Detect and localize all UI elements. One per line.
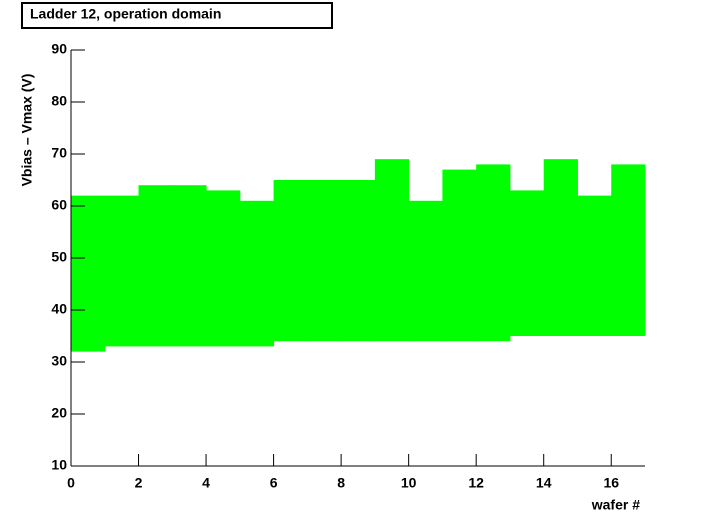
range-bar xyxy=(341,180,376,342)
range-bar xyxy=(408,200,443,342)
range-bar xyxy=(374,159,410,342)
y-tick-label: 30 xyxy=(51,353,67,369)
range-bar xyxy=(104,195,140,347)
range-bar xyxy=(138,185,173,347)
title-box xyxy=(21,2,333,29)
range-bar xyxy=(611,164,646,336)
y-tick-label: 70 xyxy=(51,145,67,161)
x-tick-label: 12 xyxy=(468,475,484,491)
y-tick-label: 20 xyxy=(51,405,67,421)
y-tick-label: 10 xyxy=(51,457,67,473)
x-tick-label: 0 xyxy=(67,475,75,491)
range-bar xyxy=(239,200,275,347)
x-tick-label: 2 xyxy=(135,475,143,491)
y-tick-label: 50 xyxy=(51,249,67,265)
y-tick-label: 60 xyxy=(51,197,67,213)
range-bar xyxy=(476,164,511,342)
range-bar xyxy=(206,190,241,347)
y-tick-label: 80 xyxy=(51,93,67,109)
range-bar xyxy=(71,195,106,352)
x-tick-label: 4 xyxy=(202,475,210,491)
x-axis-label: wafer # xyxy=(591,497,640,513)
range-bar xyxy=(273,180,308,342)
y-tick-label: 90 xyxy=(51,41,67,57)
x-tick-label: 14 xyxy=(536,475,552,491)
range-bar xyxy=(509,190,545,336)
x-tick-label: 8 xyxy=(337,475,345,491)
x-tick-label: 16 xyxy=(603,475,619,491)
y-tick-label: 40 xyxy=(51,301,67,317)
x-tick-label: 10 xyxy=(401,475,417,491)
range-bar xyxy=(307,180,342,342)
y-axis-label: Vbias – Vmax (V) xyxy=(19,74,35,187)
range-bar xyxy=(172,185,207,347)
range-bar xyxy=(543,159,578,336)
range-bar xyxy=(577,195,612,336)
chart-title: Ladder 12, operation domain xyxy=(30,6,221,22)
range-bar xyxy=(442,169,477,342)
x-tick-label: 6 xyxy=(270,475,278,491)
